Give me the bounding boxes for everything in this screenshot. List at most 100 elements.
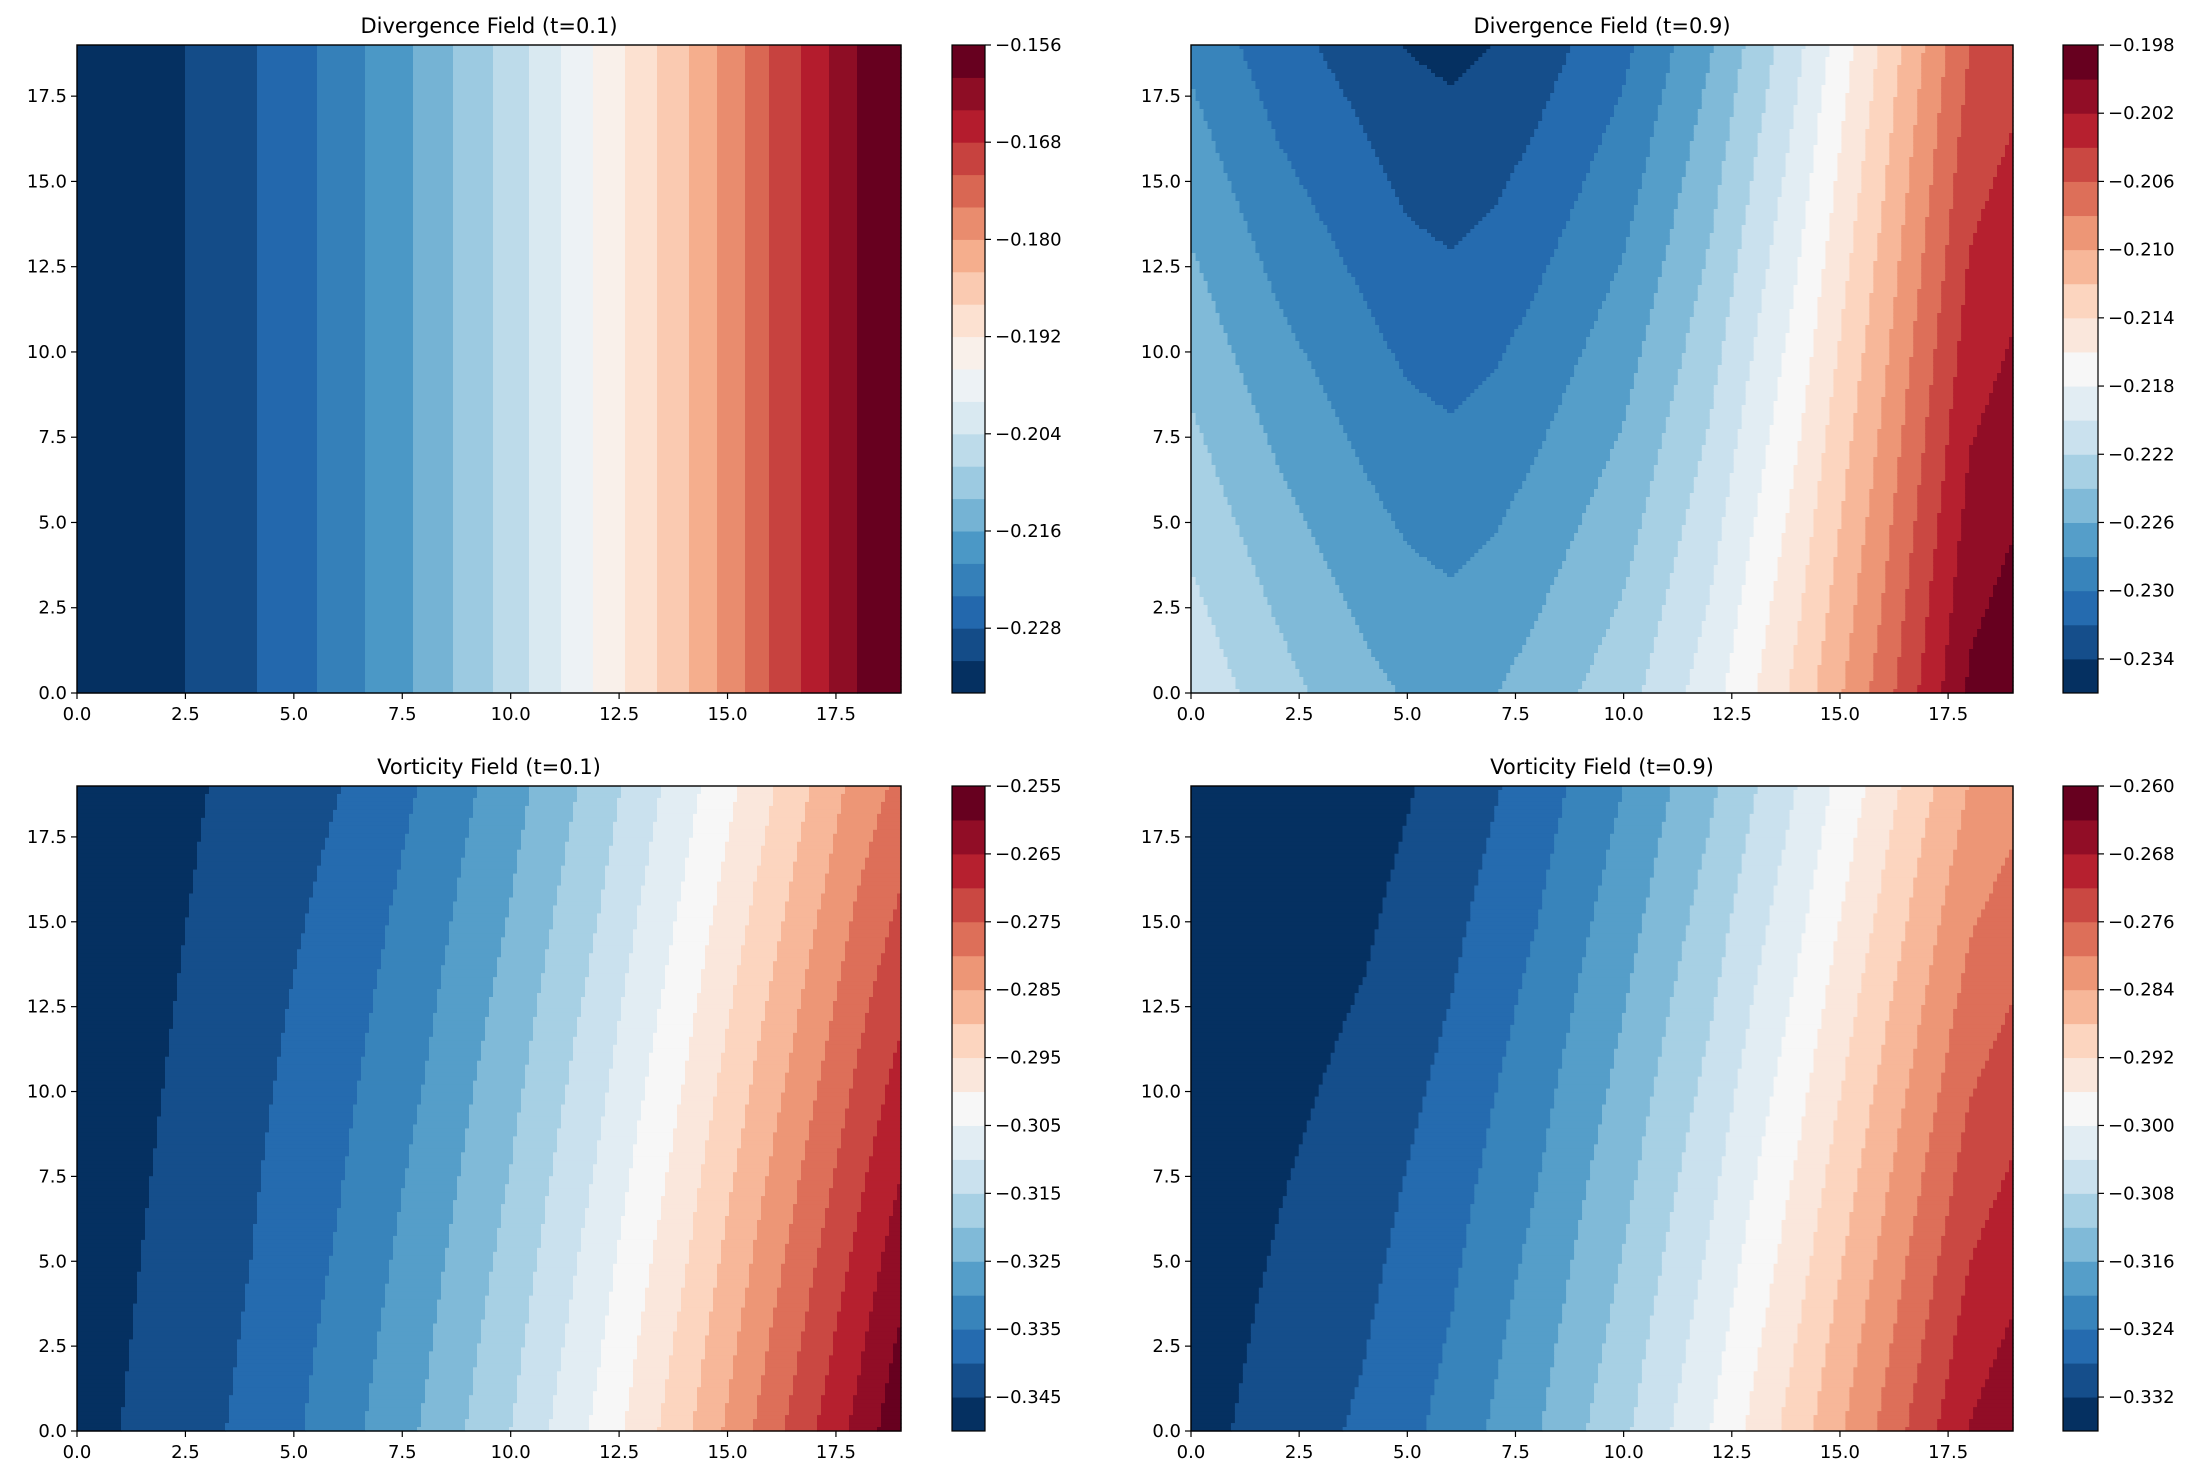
contour-band-5 [1191,45,1747,694]
contour-cell [829,201,858,206]
contour-cell [1374,153,1523,158]
contour-cell [561,285,594,290]
contour-cell [1598,149,1651,154]
contour-cell [801,453,830,458]
contour-cell [185,229,258,234]
contour-cell [1570,217,1635,222]
contour-cell [1613,273,1663,278]
contour-cell [529,657,562,662]
contour-cell [857,529,902,534]
contour-cell [561,581,594,586]
contour-cell [413,165,454,170]
contour-cell [657,681,690,686]
contour-cell [1498,197,1579,202]
contour-cell [689,589,718,594]
contour-cell [801,481,830,486]
contour-cell [413,549,454,554]
contour-cell [745,325,770,330]
contour-cell [1210,137,1276,142]
contour-cell [1442,241,1459,246]
contour-cell [493,301,530,306]
contour-cell [561,233,594,238]
contour-cell [77,285,186,290]
contour-cell [1542,117,1611,122]
contour-cell [1709,65,1743,70]
contour-cell [1717,541,1751,546]
contour-cell [1214,469,1280,474]
contour-cell [1322,57,1416,62]
contour-cell [1813,153,1839,158]
contour-cell [657,649,690,654]
contour-cell [717,385,746,390]
contour-cell [1693,661,1731,666]
contour-cell [365,177,414,182]
contour-cell [1394,353,1503,358]
contour-cell [1238,205,1316,210]
contour-cell [1490,45,1571,50]
contour-cell [257,185,318,190]
contour-cell [1649,313,1695,318]
contour-cell [561,205,594,210]
contour-cell [529,681,562,686]
contour-cell [1657,117,1699,122]
contour-cell [717,329,746,334]
contour-cell [657,417,690,422]
contour-cell [1717,561,1747,566]
contour-cell [1625,249,1667,254]
contour-cell [689,605,718,610]
contour-cell [1685,169,1723,174]
contour-cell [857,433,902,438]
contour-cell [413,153,454,158]
contour-cell [185,245,258,250]
contour-cell [77,529,186,534]
contour-cell [1246,545,1320,550]
contour-cell [829,161,858,166]
contour-cell [185,177,258,182]
contour-cell [829,45,858,50]
contour-cell [1602,469,1655,474]
contour-cell [493,73,530,78]
contour-cell [413,521,454,526]
contour-cell [77,449,186,454]
contour-cell [365,185,414,190]
contour-cell [1733,93,1767,98]
contour-cell [1621,85,1667,90]
contour-cell [77,513,186,518]
contour-cell [1737,269,1767,274]
contour-cell [185,101,258,106]
contour-cell [1649,321,1691,326]
contour-cell [593,253,626,258]
contour-cell [529,305,562,310]
contour-cell [717,401,746,406]
contour-cell [1338,421,1551,426]
contour-cell [1685,333,1727,338]
contour-cell [493,333,530,338]
contour-cell [1558,241,1627,246]
contour-cell [1490,209,1571,214]
contour-cell [561,137,594,142]
contour-cell [801,169,830,174]
contour-cell [365,601,414,606]
contour-cell [689,625,718,630]
contour-band-19 [857,45,902,694]
contour-cell [857,377,902,382]
contour-cell [1230,673,1300,678]
contour-cell [77,457,186,462]
contour-cell [717,593,746,598]
contour-cell [717,121,746,126]
contour-cell [453,345,494,350]
contour-cell [257,621,318,626]
contour-cell [1725,157,1755,162]
contour-cell [257,409,318,414]
contour-band-6 [453,45,494,694]
contour-cell [529,329,562,334]
contour-cell [593,329,626,334]
contour-cell [657,97,690,102]
contour-cell [453,541,494,546]
contour-cell [769,265,802,270]
contour-cell [689,225,718,230]
contour-cell [561,481,594,486]
contour-cell [257,425,318,430]
contour-cell [769,581,802,586]
contour-cell [1191,605,1208,610]
